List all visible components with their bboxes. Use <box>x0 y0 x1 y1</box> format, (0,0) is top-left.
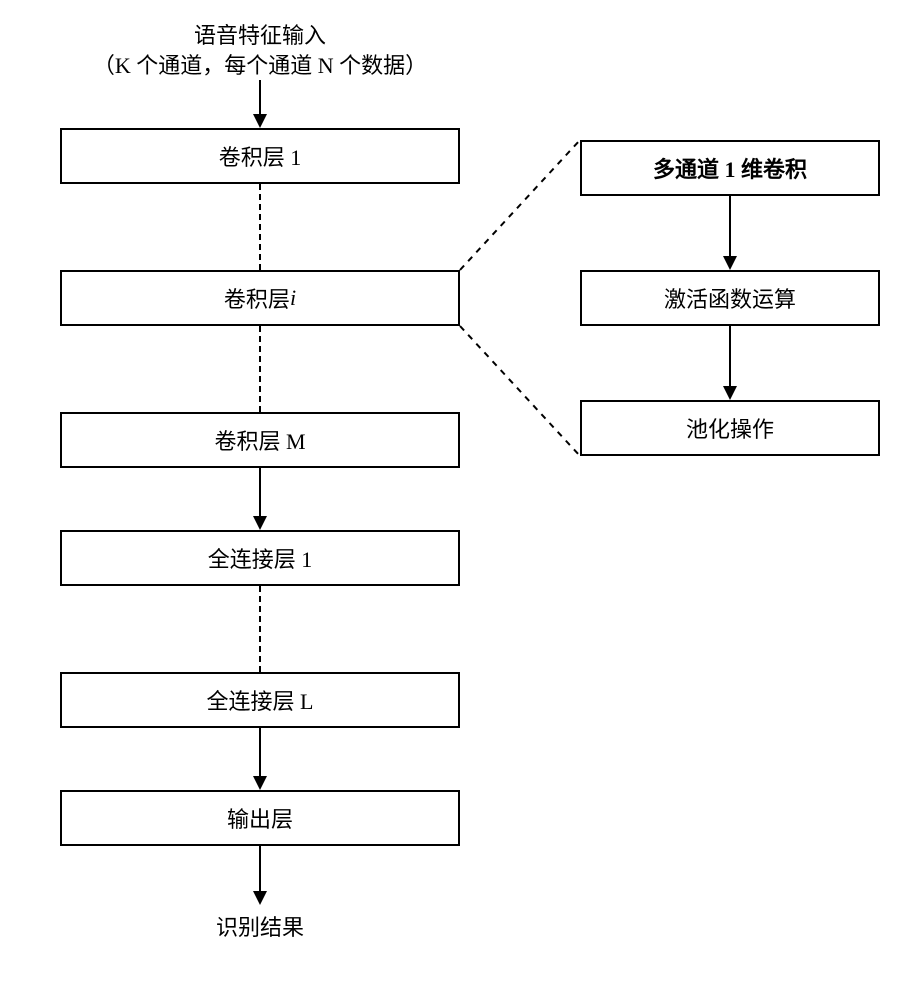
box-fc1-label: 全连接层 1 <box>208 542 313 574</box>
input-label-line1: 语音特征输入 <box>60 18 460 50</box>
arrow-head-fcL-to-output <box>253 776 267 790</box>
arrow-head-convM-to-fc1 <box>253 516 267 530</box>
output-result-label: 识别结果 <box>60 910 460 942</box>
box-convM: 卷积层 M <box>60 412 460 468</box>
arrow-head-input-to-conv1 <box>253 114 267 128</box>
arrow-right-2 <box>729 326 731 388</box>
box-convM-label: 卷积层 M <box>214 424 305 456</box>
arrow-output-to-result <box>259 846 261 893</box>
box-conv1-label: 卷积层 1 <box>219 140 302 172</box>
arrow-convM-to-fc1 <box>259 468 261 518</box>
box-conv1d-label: 多通道 1 维卷积 <box>653 152 807 184</box>
dash-conv1-to-convi <box>259 184 261 270</box>
arrow-right-1 <box>729 196 731 258</box>
box-convi-var: i <box>290 285 296 311</box>
box-activation-label: 激活函数运算 <box>664 282 796 314</box>
arrow-head-right-1 <box>723 256 737 270</box>
box-output: 输出层 <box>60 790 460 846</box>
dash-fc1-to-fcL <box>259 586 261 672</box>
dash-convi-to-convM <box>259 326 261 412</box>
box-conv1: 卷积层 1 <box>60 128 460 184</box>
box-fcL-label: 全连接层 L <box>207 684 314 716</box>
box-conv1d: 多通道 1 维卷积 <box>580 140 880 196</box>
box-pooling-label: 池化操作 <box>686 412 774 444</box>
arrow-fcL-to-output <box>259 728 261 778</box>
box-pooling: 池化操作 <box>580 400 880 456</box>
input-label-line2: （K 个通道，每个通道 N 个数据） <box>60 48 460 80</box>
box-activation: 激活函数运算 <box>580 270 880 326</box>
input-line1-text: 语音特征输入 <box>194 23 326 48</box>
box-output-label: 输出层 <box>227 802 293 834</box>
box-fc1: 全连接层 1 <box>60 530 460 586</box>
input-line2-text: （K 个通道，每个通道 N 个数据） <box>93 53 427 78</box>
box-convi: 卷积层 i <box>60 270 460 326</box>
arrow-head-output-to-result <box>253 891 267 905</box>
box-fcL: 全连接层 L <box>60 672 460 728</box>
arrow-input-to-conv1 <box>259 80 261 116</box>
arrow-head-right-2 <box>723 386 737 400</box>
output-result-text: 识别结果 <box>216 915 304 940</box>
box-convi-prefix: 卷积层 <box>224 282 290 314</box>
